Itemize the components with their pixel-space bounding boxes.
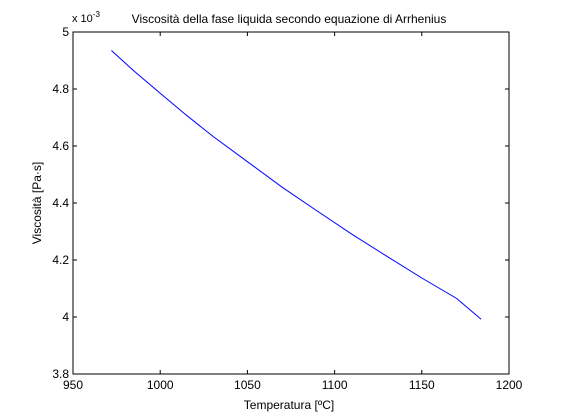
y-axis: 3.8 4 4.2 4.4 4.6 4.8 5	[52, 25, 509, 381]
x-tick-label: 1050	[234, 378, 261, 392]
y-tick-label: 4.2	[52, 253, 69, 267]
x-tick-label: 1100	[322, 378, 348, 392]
y-exponent-base: x 10	[72, 13, 93, 25]
x-tick-label: 1150	[409, 378, 435, 392]
chart-title: Viscosità della fase liquida secondo equ…	[132, 12, 447, 26]
y-exponent-power: -3	[93, 10, 101, 19]
x-axis: 950 1000 1050 1100 1150 1200	[63, 32, 523, 392]
y-tick-label: 3.8	[52, 367, 69, 381]
y-tick-label: 4.4	[52, 196, 69, 210]
x-axis-label: Temperatura [ºC]	[244, 398, 334, 412]
y-tick-label: 5	[62, 25, 69, 39]
y-axis-label: Viscosità [Pa·s]	[30, 162, 44, 244]
x-tick-label: 1000	[147, 378, 174, 392]
y-exponent-label: x 10-3	[72, 10, 100, 25]
x-tick-label: 950	[63, 378, 83, 392]
plot-area	[72, 31, 510, 375]
viscosity-curve	[111, 50, 482, 320]
series-layer	[111, 50, 482, 320]
y-tick-label: 4	[62, 310, 69, 324]
y-tick-label: 4.6	[52, 139, 69, 153]
x-tick-label: 1200	[496, 378, 523, 392]
y-tick-label: 4.8	[52, 82, 69, 96]
